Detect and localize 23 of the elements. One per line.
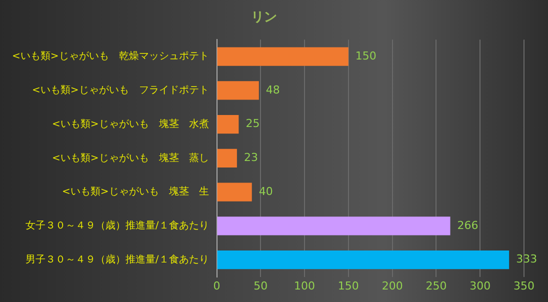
y-tick-label: <いも類>じゃがいも フライドポテト bbox=[32, 84, 209, 96]
data-label: 266 bbox=[457, 218, 478, 232]
x-tick-label: 100 bbox=[294, 279, 316, 292]
x-tick-label: 300 bbox=[470, 279, 491, 292]
y-tick-label: 男子３０～４９（歳）推進量/１食あたり bbox=[25, 253, 209, 266]
data-label: 23 bbox=[244, 151, 258, 164]
x-tick-label: 150 bbox=[338, 279, 359, 292]
x-tick-label: 350 bbox=[514, 279, 534, 292]
data-label: 40 bbox=[258, 184, 273, 198]
data-label: 25 bbox=[246, 117, 260, 130]
data-label: 48 bbox=[266, 83, 280, 96]
data-label: 333 bbox=[516, 252, 538, 266]
y-tick-label: 女子３０～４９（歳）推進量/１食あたり bbox=[25, 220, 209, 232]
x-tick-label: 50 bbox=[254, 279, 268, 292]
x-tick-label: 250 bbox=[426, 279, 447, 292]
y-tick-label: <いも類>じゃがいも 塊茎 生 bbox=[62, 186, 209, 198]
chart-title: リン bbox=[251, 10, 277, 26]
y-tick-label: <いも類>じゃがいも 塊茎 蒸し bbox=[52, 152, 209, 164]
y-tick-label: <いも類>じゃがいも 乾燥マッシュポテト bbox=[12, 50, 209, 62]
y-tick-label: <いも類>じゃがいも 塊茎 水煮 bbox=[52, 118, 209, 130]
data-label: 150 bbox=[355, 49, 376, 62]
x-tick-label: 200 bbox=[382, 279, 403, 292]
x-tick-label: 0 bbox=[213, 279, 220, 292]
